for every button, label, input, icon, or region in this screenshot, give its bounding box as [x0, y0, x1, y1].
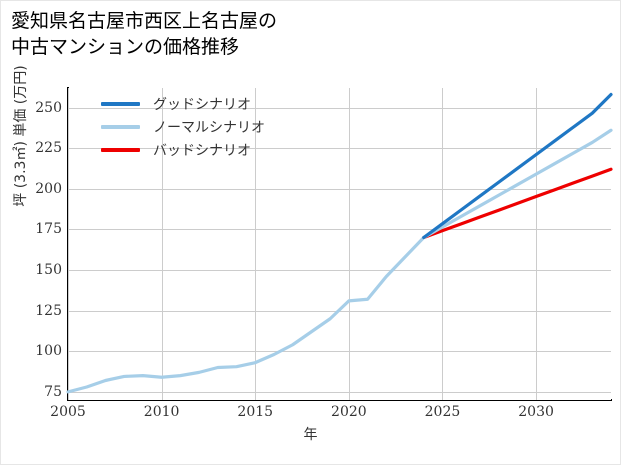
x-tick-label: 2025: [424, 404, 461, 420]
gridline-horizontal: [68, 148, 611, 150]
x-axis-line: [67, 399, 612, 401]
y-tick-label: 100: [35, 343, 62, 360]
y-axis-tick-labels: 75 100 125 150 175 200 225 250: [0, 0, 62, 465]
gridline-vertical: [255, 88, 257, 400]
gridline-horizontal: [68, 351, 611, 353]
legend-color-swatch: [101, 124, 140, 129]
series-lines: [66, 92, 613, 394]
y-tick-label: 125: [35, 302, 62, 319]
legend-label: グッドシナリオ: [153, 96, 251, 113]
plot-area: [66, 88, 613, 400]
y-tick-label: 250: [35, 99, 62, 116]
series-line: [422, 167, 613, 240]
plot-background: [68, 88, 611, 400]
gridline-vertical: [536, 88, 538, 400]
gridline-horizontal: [68, 188, 611, 190]
gridline-horizontal: [68, 107, 611, 109]
legend-color-swatch: [101, 101, 140, 106]
y-tick-label: 75: [44, 383, 62, 400]
page-title: 愛知県名古屋市西区上名古屋の 中古マンションの価格推移: [11, 10, 278, 58]
y-tick-label: 150: [35, 262, 62, 278]
y-axis-title: 坪 (3.3㎡) 単価 (万円): [13, 65, 29, 207]
x-tick-label: 2030: [518, 404, 554, 420]
gridline-horizontal: [68, 229, 611, 231]
legend-item[interactable]: ノーマルシナリオ: [101, 115, 311, 138]
y-tick-label: 200: [35, 180, 62, 197]
gridline-horizontal: [68, 391, 611, 393]
gridline-vertical: [68, 88, 69, 400]
legend-item[interactable]: グッドシナリオ: [101, 92, 311, 115]
gridline-vertical: [348, 88, 350, 400]
series-line: [422, 92, 613, 240]
gridline-horizontal: [68, 270, 611, 271]
legend-label: ノーマルシナリオ: [153, 119, 265, 136]
legend-color-swatch: [101, 147, 140, 152]
legend-item[interactable]: バッドシナリオ: [101, 138, 311, 161]
series-line: [66, 128, 613, 394]
y-tick-label: 175: [35, 221, 62, 238]
gridline-vertical: [161, 88, 163, 400]
y-tick-label: 225: [35, 140, 62, 157]
x-tick-label: 2010: [143, 404, 180, 420]
legend: グッドシナリオ ノーマルシナリオ バッドシナリオ: [101, 92, 311, 161]
legend-label: バッドシナリオ: [153, 142, 251, 159]
gridline-vertical: [442, 88, 444, 400]
x-tick-label: 2015: [237, 404, 274, 420]
y-axis-title-wrapper: 坪 (3.3㎡) 単価 (万円): [8, 6, 32, 266]
x-tick-label: 2005: [50, 404, 86, 420]
x-tick-label: 2020: [331, 404, 367, 420]
x-axis-title: 年: [303, 427, 318, 443]
